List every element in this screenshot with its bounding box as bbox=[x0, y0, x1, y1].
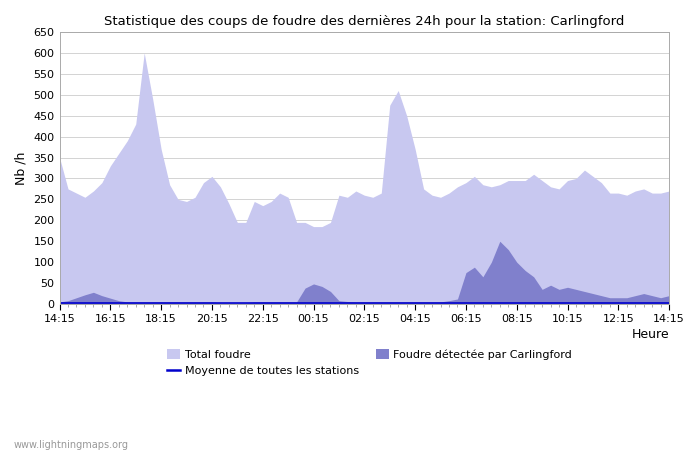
Legend: Total foudre, Moyenne de toutes les stations, Foudre détectée par Carlingford: Total foudre, Moyenne de toutes les stat… bbox=[162, 345, 577, 380]
Text: Heure: Heure bbox=[631, 328, 669, 342]
Text: www.lightningmaps.org: www.lightningmaps.org bbox=[14, 440, 129, 450]
Y-axis label: Nb /h: Nb /h bbox=[15, 151, 28, 184]
Title: Statistique des coups de foudre des dernières 24h pour la station: Carlingford: Statistique des coups de foudre des dern… bbox=[104, 15, 624, 28]
